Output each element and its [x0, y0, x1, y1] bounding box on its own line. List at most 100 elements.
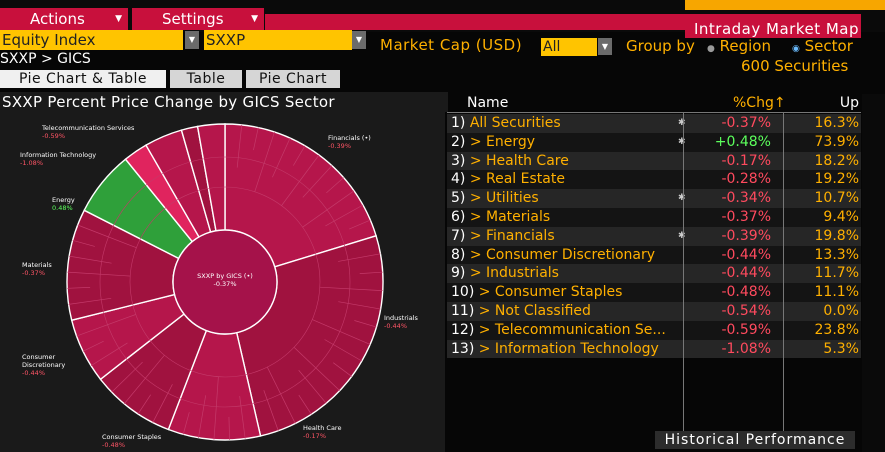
- market-cap-dropdown-icon[interactable]: ▼: [598, 38, 612, 55]
- ring-financials-divider: [302, 190, 355, 228]
- table-row[interactable]: 10) > Consumer Staples -0.48% 11.1%: [447, 283, 861, 302]
- column-divider: [783, 112, 784, 432]
- table-row[interactable]: 11) > Not Classified -0.54% 0.0%: [447, 302, 861, 321]
- row-label: > Telecommunication Se...: [478, 321, 666, 338]
- row-label: > Not Classified: [478, 303, 591, 319]
- title-bar: [685, 14, 861, 38]
- pie-label-value: -0.59%: [42, 132, 65, 140]
- settings-menu[interactable]: Settings ▼: [132, 8, 264, 30]
- pie-center-value: -0.37%: [213, 280, 237, 288]
- actions-menu[interactable]: Actions ▼: [0, 8, 128, 30]
- tab-table[interactable]: Table: [170, 70, 242, 88]
- pie-label-value: -1.08%: [20, 159, 43, 167]
- row-pct-change: -0.34%: [721, 190, 771, 207]
- row-name: 10) > Consumer Staples: [451, 283, 622, 302]
- row-pct-up: 19.8%: [814, 227, 859, 244]
- sunburst-center[interactable]: [172, 229, 278, 335]
- historical-performance-button[interactable]: Historical Performance: [655, 431, 855, 449]
- table-row[interactable]: 13) > Information Technology -1.08% 5.3%: [447, 339, 861, 359]
- table-row[interactable]: 5) > Utilities ✱ -0.34% 10.7%: [447, 189, 861, 208]
- sunburst-ring: [99, 156, 351, 408]
- row-number: 9): [451, 265, 466, 282]
- pie-label-name: Materials: [22, 261, 52, 269]
- table-row[interactable]: 12) > Telecommunication Se... -0.59% 23.8%: [447, 320, 861, 340]
- row-label: > Consumer Discretionary: [469, 246, 656, 263]
- column-header-chg[interactable]: %Chg↑: [733, 95, 786, 111]
- pie-center-title: SXXP by GICS (•): [197, 272, 253, 280]
- ticker-field[interactable]: SXXP: [204, 30, 352, 50]
- column-header-up[interactable]: Up: [839, 95, 859, 111]
- radio-selected-icon: ◉: [792, 44, 800, 54]
- row-name: 8) > Consumer Discretionary: [451, 246, 655, 265]
- ring-consumer-staples-divider: [152, 384, 173, 423]
- pie-label-value: -0.44%: [22, 369, 45, 377]
- table-row[interactable]: 6) > Materials -0.37% 9.4%: [447, 208, 861, 227]
- ring-consumer-discretionary-divider: [82, 340, 104, 352]
- security-type-dropdown-icon[interactable]: ▼: [185, 31, 199, 49]
- ring-industrials-divider: [324, 339, 363, 362]
- row-name: 13) > Information Technology: [451, 340, 659, 359]
- star-icon: ✱: [678, 193, 686, 204]
- ring-health-care-divider: [213, 376, 219, 440]
- market-cap-label: Market Cap (USD): [380, 36, 523, 54]
- tab-pie-chart-table[interactable]: Pie Chart & Table: [0, 70, 166, 88]
- sector-sunburst-chart[interactable]: [0, 112, 445, 452]
- row-pct-up: 10.7%: [814, 190, 859, 207]
- row-pct-up: 9.4%: [823, 209, 859, 225]
- window-title: Intraday Market Map: [693, 20, 859, 38]
- column-header-name[interactable]: Name: [467, 95, 509, 111]
- table-row[interactable]: 7) > Financials ✱ -0.39% 19.8%: [447, 226, 861, 246]
- table-row[interactable]: 1) All Securities ✱ -0.37% 16.3%: [447, 114, 861, 133]
- row-number: 1): [451, 115, 466, 131]
- pie-label-name: Energy: [52, 196, 75, 204]
- ring-industrials-divider: [359, 271, 383, 274]
- row-pct-change: -0.59%: [721, 321, 771, 338]
- row-pct-change: -0.37%: [721, 209, 771, 225]
- ring-industrials-divider: [266, 366, 296, 424]
- ring-industrials-divider: [293, 347, 340, 391]
- pie-label-name: Industrials: [384, 314, 418, 322]
- window-accent-strip: [685, 0, 885, 10]
- ticker-dropdown-icon[interactable]: ▼: [352, 31, 366, 49]
- ring-materials-divider: [68, 297, 112, 305]
- breadcrumb[interactable]: SXXP > GICS: [0, 51, 91, 67]
- row-pct-change: -0.44%: [721, 246, 771, 263]
- row-label: > Materials: [469, 209, 551, 225]
- row-name: 6) > Materials: [451, 208, 550, 227]
- sector-table: Name %Chg↑ Up 1) All Securities ✱ -0.37% 16…: [447, 94, 861, 434]
- row-pct-up: 18.2%: [814, 152, 859, 169]
- market-cap-select[interactable]: All: [541, 38, 597, 56]
- ring-industrials-divider: [338, 253, 381, 262]
- table-row[interactable]: 3) > Health Care -0.17% 18.2%: [447, 151, 861, 171]
- group-option-region[interactable]: ● Region: [707, 37, 771, 55]
- column-divider: [683, 112, 684, 432]
- ring-industrials-divider: [338, 301, 381, 310]
- ring-consumer-staples-divider: [137, 394, 151, 415]
- row-name: 1) All Securities: [451, 114, 561, 133]
- table-row[interactable]: 2) > Energy ✱ +0.48% 73.9%: [447, 132, 861, 152]
- securities-count: 600 Securities: [741, 57, 849, 75]
- star-icon: ✱: [678, 136, 686, 147]
- ring-consumer-staples-divider: [111, 361, 143, 393]
- star-icon: ✱: [678, 230, 686, 241]
- table-row[interactable]: 4) > Real Estate -0.28% 19.2%: [447, 170, 861, 190]
- row-pct-change: -0.37%: [721, 115, 771, 131]
- ring-health-care-divider: [198, 395, 207, 438]
- row-name: 2) > Energy: [451, 133, 535, 152]
- table-row[interactable]: 8) > Consumer Discretionary -0.44% 13.3%: [447, 245, 861, 265]
- ring-industrials-divider: [312, 319, 371, 345]
- row-pct-up: 19.2%: [814, 171, 859, 188]
- group-option-sector[interactable]: ◉ Sector: [792, 37, 853, 55]
- row-name: 9) > Industrials: [451, 264, 559, 283]
- row-pct-change: -0.28%: [721, 171, 771, 188]
- pie-label-name: Financials (•): [328, 134, 371, 142]
- security-type-field[interactable]: Equity Index: [0, 30, 183, 50]
- pie-label-consumer-disc: Consumer Discretionary -0.44%: [22, 353, 82, 377]
- ring-industrials-divider: [298, 394, 312, 415]
- pie-label-value: -0.39%: [328, 142, 351, 150]
- tab-pie-chart[interactable]: Pie Chart: [246, 70, 340, 88]
- row-name: 12) > Telecommunication Se...: [451, 321, 666, 340]
- table-row[interactable]: 9) > Industrials -0.44% 11.7%: [447, 264, 861, 284]
- star-icon: ✱: [678, 118, 686, 128]
- ring-financials-divider: [253, 127, 259, 151]
